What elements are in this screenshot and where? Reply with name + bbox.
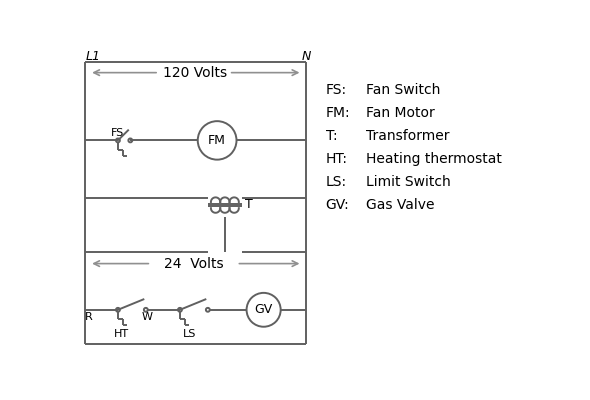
Text: Fan Motor: Fan Motor <box>366 106 435 120</box>
Text: Heating thermostat: Heating thermostat <box>366 152 502 166</box>
Text: N: N <box>301 50 311 63</box>
Text: LS:: LS: <box>326 175 347 189</box>
Text: FS:: FS: <box>326 83 347 97</box>
Text: Fan Switch: Fan Switch <box>366 83 440 97</box>
Text: 120 Volts: 120 Volts <box>163 66 228 80</box>
Text: FM:: FM: <box>326 106 350 120</box>
Text: L1: L1 <box>86 50 100 63</box>
Text: W: W <box>142 312 153 322</box>
Text: R: R <box>84 312 93 322</box>
Text: T: T <box>245 198 253 211</box>
Text: FM: FM <box>208 134 226 147</box>
Text: Gas Valve: Gas Valve <box>366 198 434 212</box>
Text: LS: LS <box>183 330 196 340</box>
Text: 24  Volts: 24 Volts <box>164 257 224 270</box>
Text: GV: GV <box>254 303 273 316</box>
Text: GV:: GV: <box>326 198 349 212</box>
Text: HT:: HT: <box>326 152 348 166</box>
Text: Transformer: Transformer <box>366 129 450 143</box>
Text: FS: FS <box>112 128 124 138</box>
Text: Limit Switch: Limit Switch <box>366 175 451 189</box>
Text: HT: HT <box>114 330 129 340</box>
Text: T:: T: <box>326 129 337 143</box>
